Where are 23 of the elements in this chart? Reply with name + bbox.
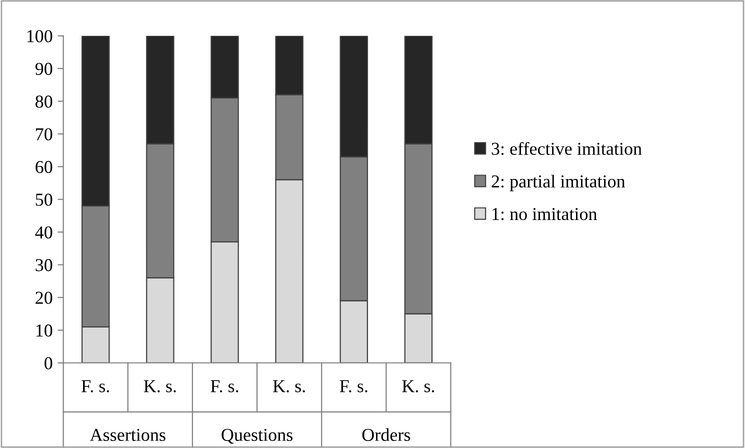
text: Assertions <box>90 428 166 441</box>
legend-label: 1: no imitation <box>492 208 598 220</box>
x-tick-label: K. s. <box>144 380 176 392</box>
text: Orders <box>362 428 410 441</box>
x-tick-label: F. s. <box>210 380 238 392</box>
y-tick-label: 0 <box>44 357 52 370</box>
x-tick-label: F. s. <box>340 380 368 392</box>
legend-label: 2: partial imitation <box>492 174 626 192</box>
y-tick-label: 50 <box>36 194 52 206</box>
y-tick-label: 10 <box>36 324 52 337</box>
legend-label: 3: effective imitation <box>492 142 642 155</box>
y-tick-label: 40 <box>35 226 52 239</box>
y-tick-label: 60 <box>36 160 52 174</box>
text: Questions <box>222 428 292 444</box>
y-tick-label: 30 <box>36 259 52 272</box>
y-tick-label: 90 <box>35 62 52 75</box>
y-tick-label: 20 <box>36 292 52 304</box>
y-tick-label: 80 <box>36 96 52 108</box>
y-tick-label: 100 <box>27 30 52 42</box>
y-tick-label: 70 <box>36 128 52 140</box>
x-tick-label: K. s. <box>273 380 305 392</box>
x-tick-label: F. s. <box>82 380 109 392</box>
x-tick-label: K. s. <box>402 380 434 392</box>
